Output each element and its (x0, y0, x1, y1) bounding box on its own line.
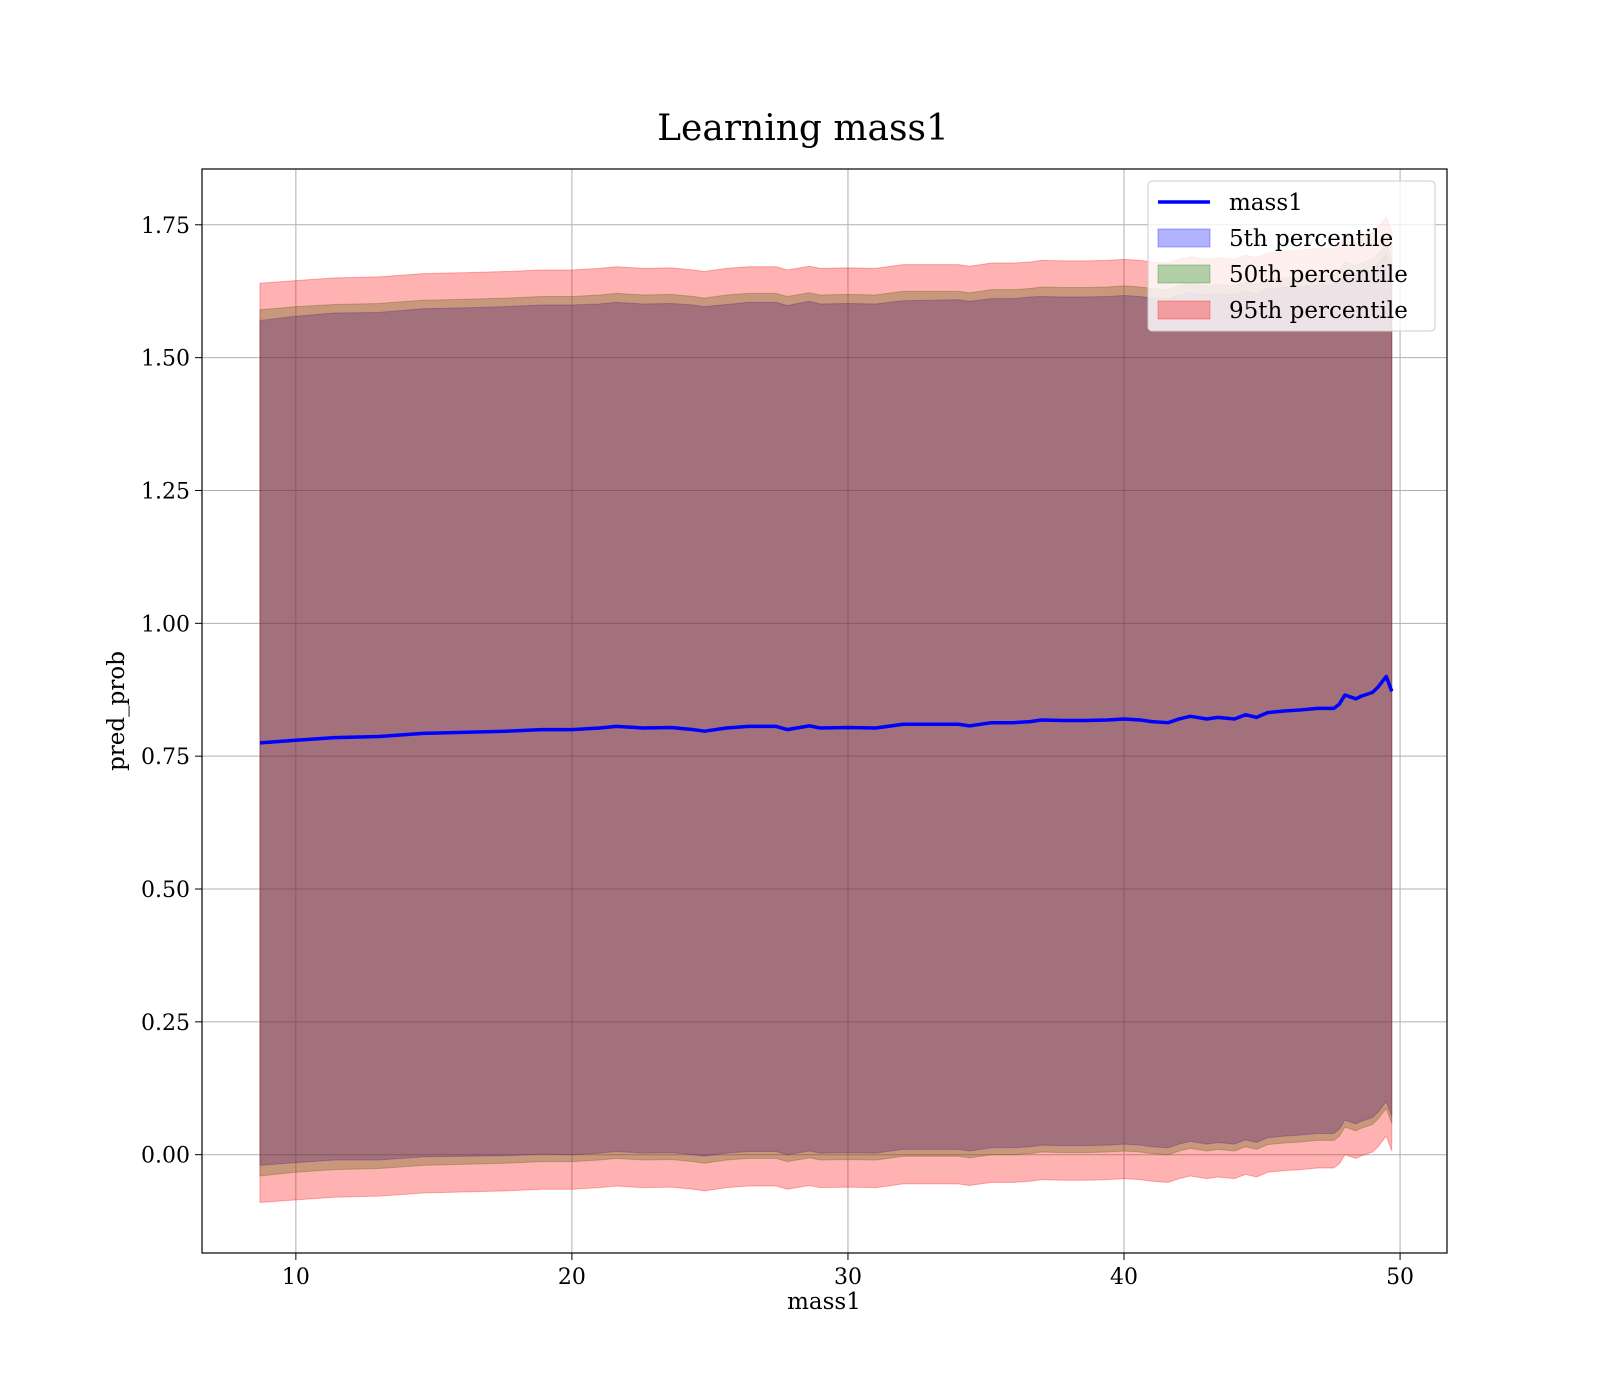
y-tick-label: 1.50 (141, 347, 190, 372)
x-tick-label: 20 (558, 1265, 586, 1290)
y-tick-label: 0.50 (141, 878, 190, 903)
series-lines (259, 674, 1394, 745)
chart-title: Learning mass1 (657, 108, 949, 149)
band-50th-percentile (259, 242, 1393, 1177)
legend-box (1147, 180, 1436, 332)
percentile-bands (259, 215, 1393, 1204)
x-axis-ticks: 10 20 30 40 50 (282, 1253, 1414, 1290)
y-axis-label: pred_prob (104, 651, 130, 771)
y-axis-ticks: 0.00 0.25 0.50 0.75 1.00 1.25 1.50 1.75 (141, 214, 202, 1169)
y-tick-label: 1.75 (141, 214, 190, 239)
x-axis-label: mass1 (787, 1289, 861, 1315)
band-5th-percentile (259, 253, 1393, 1166)
grid (202, 169, 1447, 1253)
band-95th-percentile (259, 215, 1393, 1204)
x-tick-label: 10 (282, 1265, 310, 1290)
series-line-mass1 (259, 674, 1394, 745)
plot-frame (201, 168, 1448, 1254)
legend-swatch-patch (1157, 264, 1211, 284)
y-tick-label: 1.00 (141, 612, 190, 637)
x-tick-label: 50 (1386, 1265, 1414, 1290)
y-tick-label: 0.75 (141, 745, 190, 770)
legend-label: mass1 (1229, 190, 1303, 216)
x-tick-label: 30 (834, 1265, 862, 1290)
legend-swatch-patch (1157, 228, 1211, 248)
legend-label: 5th percentile (1229, 226, 1393, 252)
legend-label: 95th percentile (1229, 298, 1408, 324)
legend: mass1 5th percentile 50th percentile 95th p… (1147, 180, 1436, 332)
y-tick-label: 1.25 (141, 479, 190, 504)
y-tick-label: 0.00 (141, 1144, 190, 1169)
legend-label: 50th percentile (1229, 262, 1408, 288)
y-tick-label: 0.25 (141, 1011, 190, 1036)
x-tick-label: 40 (1110, 1265, 1138, 1290)
legend-swatch-patch (1157, 300, 1211, 320)
